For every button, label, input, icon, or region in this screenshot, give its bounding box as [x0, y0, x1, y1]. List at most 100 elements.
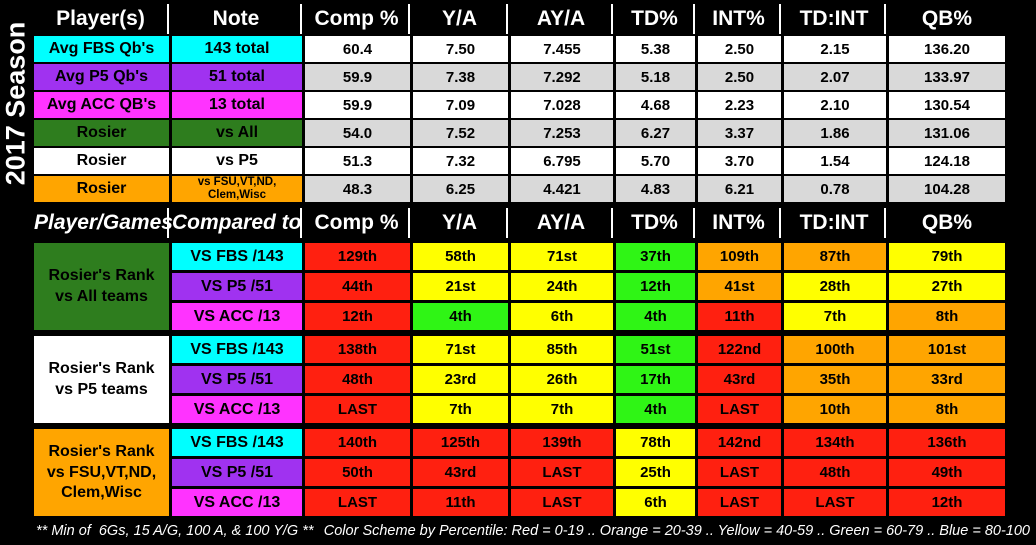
- rank-cell: 49th: [889, 459, 1005, 487]
- note-cell: vs FSU,VT,ND, Clem,Wisc: [172, 176, 302, 203]
- stat-value-cell: 4.421: [511, 176, 613, 203]
- rank-cell: 12th: [305, 303, 410, 331]
- group-label-cell: Rosier's Rank vs P5 teams: [34, 336, 169, 424]
- rank-cell: 26th: [511, 366, 613, 394]
- rank-cell: 100th: [784, 336, 886, 364]
- rank-cell: LAST: [305, 489, 410, 517]
- tables-area: Player(s) Note Comp % Y/A AY/A TD% INT% …: [31, 2, 1008, 519]
- stats-row: Avg P5 Qb's 51 total 59.9 7.38 7.292 5.1…: [34, 64, 1005, 90]
- rank-cell: 44th: [305, 273, 410, 301]
- rank-cell: LAST: [698, 489, 781, 517]
- stat-value-cell: 2.50: [698, 64, 781, 90]
- rank-group-vs-p5: Rosier's Rank vs P5 teams VS FBS /143 13…: [31, 333, 1008, 426]
- player-cell: Avg P5 Qb's: [34, 64, 169, 90]
- rank-group-vs-top-opponents: Rosier's Rank vs FSU,VT,ND, Clem,Wisc VS…: [31, 426, 1008, 519]
- stat-value-cell: 4.68: [616, 92, 695, 118]
- ranks-header-row: Player/Games Compared to Comp % Y/A AY/A…: [34, 208, 1005, 239]
- rank-cell: 134th: [784, 429, 886, 457]
- rank-cell: 71st: [413, 336, 508, 364]
- player-cell: Avg FBS Qb's: [34, 36, 169, 62]
- stats-row: Rosier vs P5 51.3 7.32 6.795 5.70 3.70 1…: [34, 148, 1005, 174]
- rank-cell: 125th: [413, 429, 508, 457]
- column-header: Note: [172, 4, 302, 34]
- stat-value-cell: 104.28: [889, 176, 1005, 203]
- stats-row: Rosier vs All 54.0 7.52 7.253 6.27 3.37 …: [34, 120, 1005, 146]
- compared-to-cell: VS ACC /13: [172, 303, 302, 331]
- rank-cell: 48th: [305, 366, 410, 394]
- rank-row: VS ACC /13 LAST 7th 7th 4th LAST 10th 8t…: [34, 396, 1005, 424]
- compared-to-cell: VS P5 /51: [172, 273, 302, 301]
- column-header: Compared to: [172, 208, 302, 239]
- rank-cell: LAST: [511, 489, 613, 517]
- stat-value-cell: 7.253: [511, 120, 613, 146]
- rank-cell: 27th: [889, 273, 1005, 301]
- column-header: Y/A: [413, 208, 508, 239]
- rank-cell: 51st: [616, 336, 695, 364]
- stat-value-cell: 59.9: [305, 92, 410, 118]
- stat-value-cell: 4.83: [616, 176, 695, 203]
- column-header: Comp %: [305, 208, 410, 239]
- rank-cell: 43rd: [698, 366, 781, 394]
- rank-cell: 87th: [784, 243, 886, 271]
- rank-cell: 139th: [511, 429, 613, 457]
- stat-value-cell: 7.38: [413, 64, 508, 90]
- rank-cell: 101st: [889, 336, 1005, 364]
- stat-value-cell: 1.86: [784, 120, 886, 146]
- rank-cell: 8th: [889, 396, 1005, 424]
- column-header: TD:INT: [784, 4, 886, 34]
- rank-cell: 85th: [511, 336, 613, 364]
- stat-value-cell: 131.06: [889, 120, 1005, 146]
- compared-to-cell: VS FBS /143: [172, 429, 302, 457]
- rank-cell: 24th: [511, 273, 613, 301]
- rank-cell: 37th: [616, 243, 695, 271]
- ranks-header-table: Player/Games Compared to Comp % Y/A AY/A…: [31, 206, 1008, 240]
- rank-cell: 122nd: [698, 336, 781, 364]
- rank-cell: 48th: [784, 459, 886, 487]
- rank-cell: 50th: [305, 459, 410, 487]
- rank-cell: 12th: [889, 489, 1005, 517]
- stat-value-cell: 7.50: [413, 36, 508, 62]
- column-header: AY/A: [511, 4, 613, 34]
- stats-row: Rosier vs FSU,VT,ND, Clem,Wisc 48.3 6.25…: [34, 176, 1005, 203]
- player-cell: Rosier: [34, 176, 169, 203]
- player-cell: Rosier: [34, 120, 169, 146]
- stat-value-cell: 59.9: [305, 64, 410, 90]
- season-label-text: 2017 Season: [0, 21, 31, 185]
- rank-cell: 136th: [889, 429, 1005, 457]
- color-scheme-legend: Color Scheme by Percentile: Red = 0-19 .…: [323, 523, 1030, 539]
- rank-cell: 11th: [698, 303, 781, 331]
- stat-value-cell: 54.0: [305, 120, 410, 146]
- rank-cell: 35th: [784, 366, 886, 394]
- rank-cell: 12th: [616, 273, 695, 301]
- rank-cell: 4th: [413, 303, 508, 331]
- stat-value-cell: 6.795: [511, 148, 613, 174]
- rank-cell: LAST: [305, 396, 410, 424]
- rank-cell: 7th: [413, 396, 508, 424]
- rank-cell: 7th: [511, 396, 613, 424]
- player-cell: Avg ACC QB's: [34, 92, 169, 118]
- rank-cell: 6th: [616, 489, 695, 517]
- rank-cell: 138th: [305, 336, 410, 364]
- stat-value-cell: 51.3: [305, 148, 410, 174]
- stat-value-cell: 133.97: [889, 64, 1005, 90]
- rank-row: Rosier's Rank vs FSU,VT,ND, Clem,Wisc VS…: [34, 429, 1005, 517]
- compared-to-cell: VS ACC /13: [172, 489, 302, 517]
- stat-value-cell: 1.54: [784, 148, 886, 174]
- column-header: TD%: [616, 208, 695, 239]
- column-header: Player(s): [34, 4, 169, 34]
- rank-row: VS P5 /51 48th 23rd 26th 17th 43rd 35th …: [34, 366, 1005, 394]
- column-header: Player/Games: [34, 208, 173, 239]
- stat-value-cell: 0.78: [784, 176, 886, 203]
- season-label: 2017 Season: [0, 2, 31, 204]
- column-header: Y/A: [413, 4, 508, 34]
- column-header: TD%: [616, 4, 695, 34]
- stat-value-cell: 2.10: [784, 92, 886, 118]
- rank-cell: 10th: [784, 396, 886, 424]
- rank-cell: 4th: [616, 303, 695, 331]
- compared-to-cell: VS ACC /13: [172, 396, 302, 424]
- column-header: QB%: [921, 7, 973, 30]
- rank-row: Rosier's Rank vs All teams VS FBS /143 1…: [34, 243, 1005, 331]
- rank-cell: 43rd: [413, 459, 508, 487]
- column-header: AY/A: [511, 208, 613, 239]
- compared-to-cell: VS P5 /51: [172, 366, 302, 394]
